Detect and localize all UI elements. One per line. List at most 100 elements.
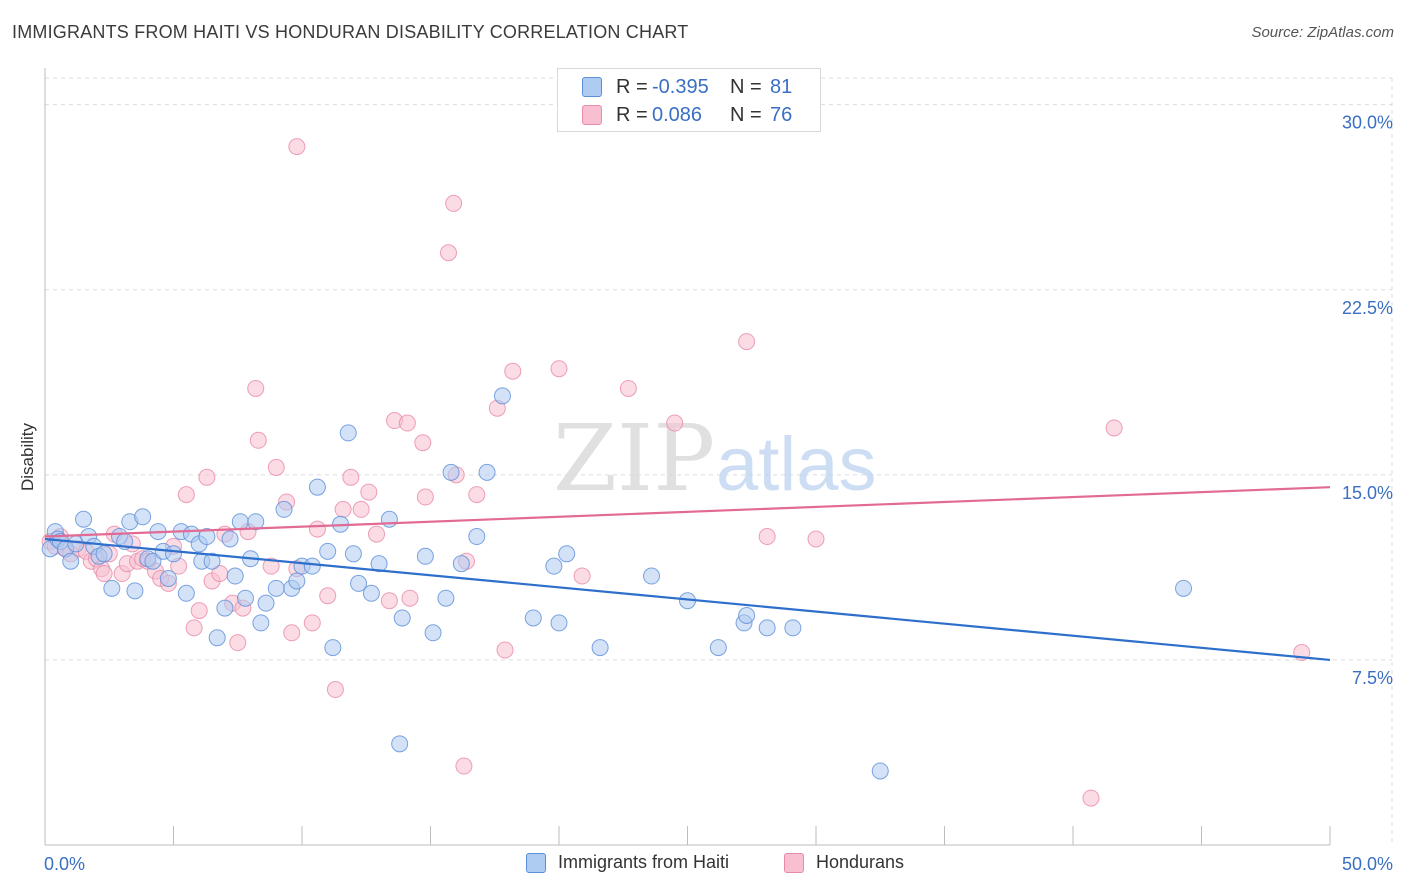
haiti-point: [545, 557, 563, 575]
honduran-point: [398, 414, 416, 432]
haiti-point: [203, 552, 221, 570]
honduran-point: [177, 486, 195, 504]
chart-title: IMMIGRANTS FROM HAITI VS HONDURAN DISABI…: [12, 22, 689, 42]
honduran-point: [319, 587, 337, 605]
haiti-swatch: [582, 77, 602, 97]
honduran-point: [445, 194, 463, 212]
haiti-point: [350, 574, 368, 592]
honduran-point: [401, 589, 419, 607]
n-label: N =: [730, 75, 762, 98]
honduran-point: [1082, 789, 1100, 807]
haiti-point: [103, 579, 121, 597]
hondurans-swatch: [582, 105, 602, 125]
legend-row-haiti: R = -0.395 N = 81: [582, 72, 792, 102]
haiti-point: [198, 528, 216, 546]
haiti-point: [208, 629, 226, 647]
haiti-point: [134, 508, 152, 526]
watermark-zip: ZIP: [553, 405, 715, 512]
honduran-point: [308, 520, 326, 538]
honduran-point: [380, 592, 398, 610]
honduran-point: [303, 614, 321, 632]
haiti-point: [62, 552, 80, 570]
haiti-point: [288, 572, 306, 590]
honduran-point: [738, 333, 756, 351]
haiti-point: [126, 582, 144, 600]
haiti-point: [393, 609, 411, 627]
haiti-point: [493, 387, 511, 405]
haiti-point: [95, 545, 113, 563]
honduran-trend-line: [44, 486, 1331, 538]
haiti-point: [339, 424, 357, 442]
honduran-point: [573, 567, 591, 585]
haiti-point: [550, 614, 568, 632]
tick-labels: 7.5% 15.0% 22.5% 30.0% 0.0% 50.0%: [44, 113, 1393, 874]
haiti-point: [226, 567, 244, 585]
honduran-point: [496, 641, 514, 659]
honduran-point: [439, 244, 457, 262]
haiti-point: [252, 614, 270, 632]
r-value: 0.086: [652, 103, 703, 126]
honduran-point: [334, 500, 352, 518]
watermark-atlas: atlas: [716, 422, 877, 507]
haiti-point: [738, 607, 756, 624]
honduran-point: [352, 500, 370, 518]
haiti-point: [319, 542, 337, 560]
haiti-point: [370, 555, 388, 573]
n-value: 81: [770, 75, 793, 98]
legend-label-haiti: Immigrants from Haiti: [558, 852, 730, 872]
watermark: ZIP atlas: [553, 405, 877, 512]
haiti-point: [257, 594, 275, 612]
n-label: N =: [730, 103, 762, 126]
haiti-point: [216, 599, 234, 617]
haiti-point: [524, 609, 542, 627]
haiti-point: [468, 528, 486, 546]
honduran-point: [455, 757, 473, 775]
haiti-point: [159, 569, 177, 587]
haiti-point: [324, 639, 342, 657]
haiti-point: [236, 589, 254, 607]
trend-lines: [44, 486, 1331, 662]
honduran-point: [619, 379, 637, 397]
haiti-point: [424, 624, 442, 642]
hondurans-swatch: [784, 852, 804, 873]
legend-label-hondurans: Hondurans: [816, 852, 905, 872]
honduran-point: [1105, 419, 1123, 437]
haiti-point: [177, 584, 195, 602]
haiti-point: [442, 463, 460, 481]
correlation-legend: R = -0.395 N = 81 R = 0.086 N = 76: [557, 68, 821, 132]
honduran-point: [198, 468, 216, 486]
honduran-point: [190, 602, 208, 620]
y-tick-label: 7.5%: [1352, 668, 1393, 688]
haiti-trend-line: [44, 537, 1331, 662]
haiti-swatch: [526, 852, 546, 873]
r-value: -0.395: [652, 75, 709, 98]
honduran-point: [262, 557, 280, 575]
honduran-point: [267, 458, 285, 476]
honduran-point: [342, 468, 360, 486]
haiti-point: [478, 463, 496, 481]
legend-row-hondurans: R = 0.086 N = 76: [582, 100, 792, 130]
honduran-point: [249, 431, 267, 449]
haiti-point: [144, 552, 162, 570]
honduran-point: [758, 528, 776, 546]
haiti-point: [231, 513, 249, 531]
honduran-point: [414, 434, 432, 452]
honduran-point: [360, 483, 378, 501]
axes: [44, 68, 1331, 846]
haiti-point: [416, 547, 434, 565]
haiti-point: [308, 478, 326, 496]
haiti-point: [165, 545, 182, 563]
honduran-point: [468, 486, 486, 504]
y-tick-label: 22.5%: [1342, 298, 1393, 318]
legend-item-haiti[interactable]: Immigrants from Haiti: [526, 852, 729, 873]
r-label: R =: [616, 75, 648, 98]
haiti-point: [558, 545, 576, 563]
haiti-point: [758, 619, 776, 637]
haiti-point: [267, 579, 285, 597]
haiti-point: [362, 584, 380, 602]
haiti-point: [391, 735, 409, 753]
haiti-point: [871, 762, 889, 780]
legend-item-hondurans[interactable]: Hondurans: [784, 852, 904, 873]
haiti-point: [437, 589, 455, 607]
haiti-point: [303, 557, 321, 575]
